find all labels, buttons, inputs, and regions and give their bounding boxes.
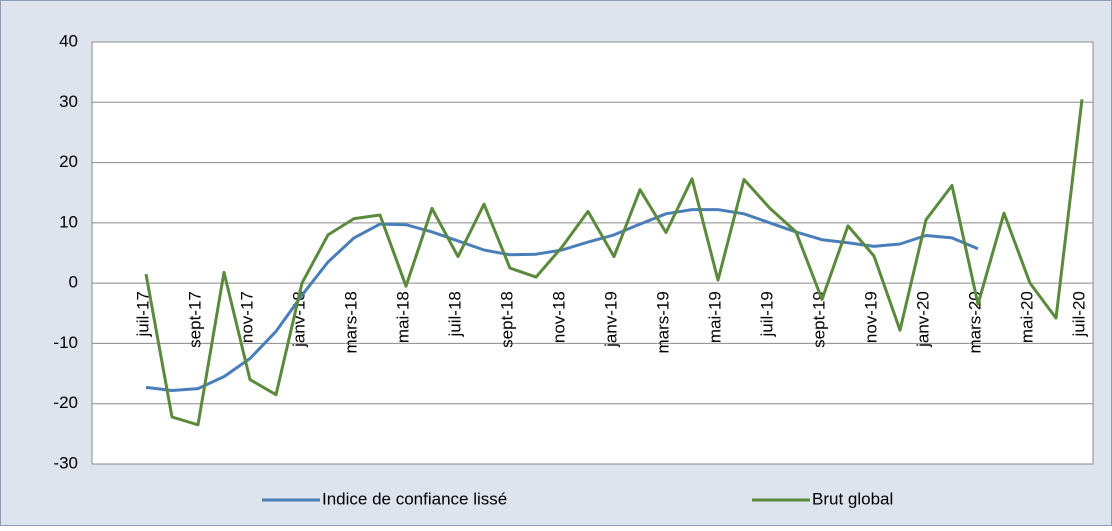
- legend-label: Brut global: [812, 489, 893, 508]
- line-series: [144, 99, 1084, 427]
- x-tick-label: mai-20: [1017, 291, 1036, 343]
- x-tick-label: mai-18: [393, 291, 412, 343]
- plot-area: [91, 41, 1094, 465]
- y-tick-label: -10: [53, 333, 78, 352]
- y-tick-label: 30: [59, 92, 78, 111]
- line-series: [145, 208, 979, 392]
- y-tick-label: -20: [53, 393, 78, 412]
- x-tick-label: nov-17: [237, 291, 256, 343]
- x-tick-label: sept-19: [809, 291, 828, 348]
- x-tick-label: juil-19: [757, 291, 776, 337]
- x-tick-label: sept-17: [185, 291, 204, 348]
- x-tick-label: nov-19: [861, 291, 880, 343]
- x-tick-label: nov-18: [549, 291, 568, 343]
- y-tick-label: 0: [69, 273, 78, 292]
- legend-label: Indice de confiance lissé: [322, 489, 507, 508]
- x-tick-label: janv-19: [601, 291, 620, 348]
- x-tick-label: mars-19: [653, 291, 672, 353]
- x-tick-label: janv-20: [913, 291, 932, 348]
- x-tick-label: juil-17: [133, 291, 152, 337]
- x-tick-label: juil-20: [1069, 291, 1088, 337]
- x-tick-label: sept-18: [497, 291, 516, 348]
- x-tick-label: mars-18: [341, 291, 360, 353]
- y-tick-label: 10: [59, 212, 78, 231]
- y-tick-label: -30: [53, 453, 78, 472]
- y-tick-label: 20: [59, 152, 78, 171]
- x-tick-label: juil-18: [445, 291, 464, 337]
- y-tick-label: 40: [59, 31, 78, 50]
- x-tick-label: mars-20: [965, 291, 984, 353]
- x-tick-label: mai-19: [705, 291, 724, 343]
